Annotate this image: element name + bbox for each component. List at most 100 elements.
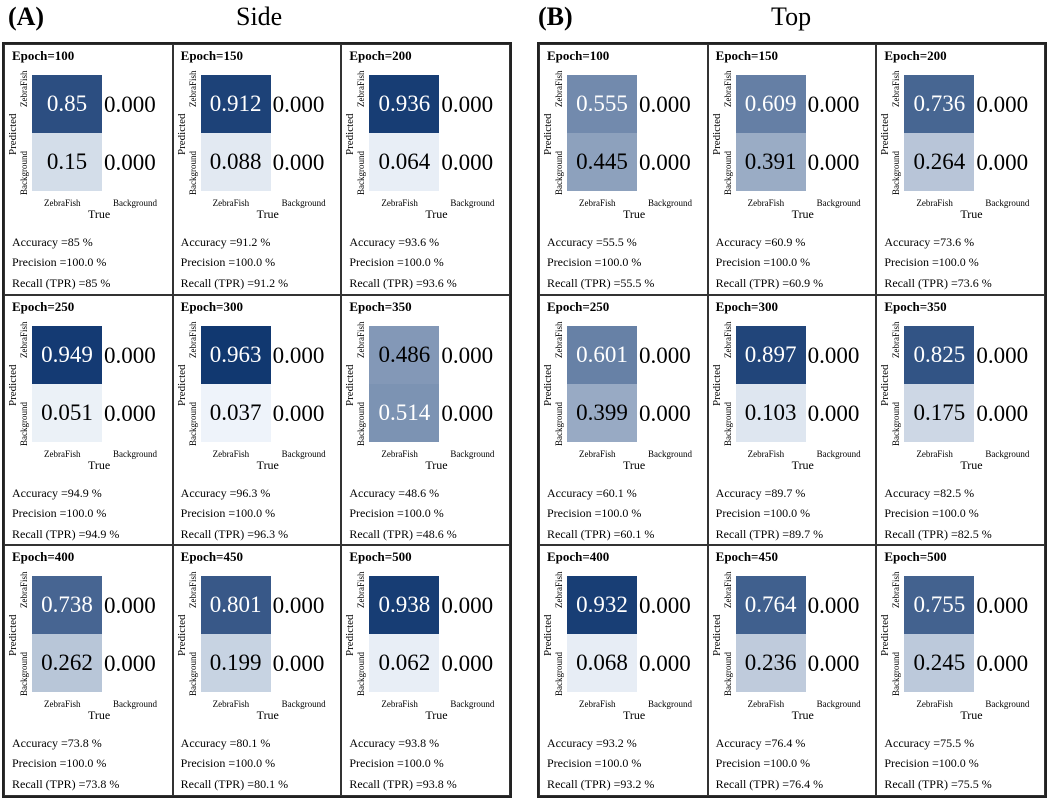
precision-text: Precision =100.0 % <box>180 505 276 520</box>
col-tick-zebrafish: ZebraFish <box>916 448 953 459</box>
epoch-label: Epoch=200 <box>349 48 412 63</box>
true-positive-value: 0.963 <box>200 325 271 384</box>
recall-text: Recall (TPR) =91.2 % <box>180 276 289 290</box>
predicted-axis-label: Predicted <box>542 113 554 155</box>
recall-text: Recall (TPR) =93.2 % <box>547 777 655 792</box>
true-negative-value: 0.000 <box>976 651 1029 677</box>
confusion-matrix-cell: Epoch=300 Predicted ZebraFish Background 0.8… <box>707 294 877 546</box>
false-positive-value: 0.000 <box>976 92 1029 117</box>
precision-text: Precision =100.0 % <box>715 756 811 771</box>
top-matrix-grid: Epoch=100 Predicted ZebraFish Background 0.5… <box>537 42 1047 798</box>
true-negative-value: 0.000 <box>272 651 325 677</box>
epoch-label: Epoch=350 <box>349 298 412 314</box>
epoch-label: Epoch=100 <box>12 48 75 63</box>
false-positive-value: 0.000 <box>976 342 1029 368</box>
col-tick-zebrafish: ZebraFish <box>747 198 785 208</box>
epoch-label: Epoch=500 <box>349 549 412 565</box>
true-negative-value: 0.000 <box>807 400 860 426</box>
side-matrix-grid: Epoch=100 Predicted ZebraFish Background 0.8… <box>2 42 512 798</box>
precision-text: Precision =100.0 % <box>180 255 276 269</box>
row-tick-background: Background <box>891 151 902 195</box>
col-tick-zebrafish: ZebraFish <box>381 198 418 208</box>
accuracy-text: Accuracy =76.4 % <box>715 736 806 751</box>
confusion-matrix-cell: Epoch=400 Predicted ZebraFish Background 0.9… <box>539 545 708 796</box>
accuracy-text: Accuracy =75.5 % <box>884 736 975 751</box>
predicted-axis-label: Predicted <box>7 364 19 406</box>
col-tick-zebrafish: ZebraFish <box>212 448 250 459</box>
row-tick-zebrafish: ZebraFish <box>554 571 564 609</box>
true-positive-value: 0.912 <box>200 75 271 133</box>
row-tick-zebrafish: ZebraFish <box>187 70 198 108</box>
row-tick-zebrafish: ZebraFish <box>554 70 564 108</box>
true-axis-label: True <box>960 207 983 221</box>
true-negative-value: 0.000 <box>807 150 860 175</box>
row-tick-zebrafish: ZebraFish <box>19 321 29 358</box>
panel-title-top: Top <box>771 2 812 31</box>
false-negative-value: 0.15 <box>32 133 102 191</box>
true-negative-value: 0.000 <box>441 651 494 677</box>
col-tick-zebrafish: ZebraFish <box>44 198 81 208</box>
recall-text: Recall (TPR) =55.5 % <box>547 276 655 290</box>
row-tick-background: Background <box>891 401 902 446</box>
false-negative-value: 0.236 <box>735 634 806 693</box>
false-negative-value: 0.264 <box>904 133 975 191</box>
confusion-matrix-cell: Epoch=200 Predicted ZebraFish Background 0.7… <box>876 44 1045 295</box>
predicted-axis-label: Predicted <box>175 113 188 155</box>
epoch-label: Epoch=500 <box>884 549 947 565</box>
row-tick-background: Background <box>19 652 29 697</box>
precision-text: Precision =100.0 % <box>349 255 444 269</box>
recall-text: Recall (TPR) =48.6 % <box>349 526 457 541</box>
col-tick-zebrafish: ZebraFish <box>916 699 953 710</box>
recall-text: Recall (TPR) =93.8 % <box>349 777 457 792</box>
false-negative-value: 0.068 <box>567 634 637 693</box>
precision-text: Precision =100.0 % <box>884 756 979 771</box>
true-negative-value: 0.000 <box>639 400 691 426</box>
true-positive-value: 0.949 <box>32 325 102 384</box>
precision-text: Precision =100.0 % <box>180 756 276 771</box>
precision-text: Precision =100.0 % <box>349 756 444 771</box>
predicted-axis-label: Predicted <box>879 364 892 406</box>
accuracy-text: Accuracy =73.6 % <box>884 235 975 249</box>
accuracy-text: Accuracy =55.5 % <box>547 235 637 249</box>
row-tick-background: Background <box>554 151 564 195</box>
col-tick-zebrafish: ZebraFish <box>747 699 785 710</box>
predicted-axis-label: Predicted <box>542 364 554 406</box>
row-tick-zebrafish: ZebraFish <box>722 70 733 108</box>
recall-text: Recall (TPR) =73.6 % <box>884 276 992 290</box>
epoch-label: Epoch=400 <box>12 549 75 565</box>
false-negative-value: 0.175 <box>904 383 975 442</box>
row-tick-background: Background <box>356 401 367 446</box>
col-tick-zebrafish: ZebraFish <box>747 448 785 459</box>
true-positive-value: 0.555 <box>567 75 637 133</box>
precision-text: Precision =100.0 % <box>12 255 107 269</box>
accuracy-text: Accuracy =60.1 % <box>547 485 637 500</box>
predicted-axis-label: Predicted <box>344 364 357 406</box>
epoch-label: Epoch=200 <box>884 48 947 63</box>
epoch-label: Epoch=100 <box>547 48 610 63</box>
true-positive-value: 0.932 <box>567 576 637 635</box>
row-tick-background: Background <box>891 652 902 697</box>
true-negative-value: 0.000 <box>104 651 156 677</box>
true-negative-value: 0.000 <box>639 150 691 175</box>
false-negative-value: 0.062 <box>369 634 440 693</box>
confusion-matrix-cell: Epoch=500 Predicted ZebraFish Background 0.7… <box>876 545 1045 796</box>
col-tick-background: Background <box>985 448 1030 459</box>
accuracy-text: Accuracy =91.2 % <box>180 235 271 249</box>
true-axis-label: True <box>960 457 983 472</box>
recall-text: Recall (TPR) =89.7 % <box>715 526 824 541</box>
true-positive-value: 0.755 <box>904 576 975 635</box>
true-positive-value: 0.801 <box>200 576 271 635</box>
row-tick-zebrafish: ZebraFish <box>891 571 902 609</box>
epoch-label: Epoch=250 <box>547 298 610 314</box>
row-tick-background: Background <box>722 652 733 697</box>
precision-text: Precision =100.0 % <box>715 255 811 269</box>
recall-text: Recall (TPR) =80.1 % <box>180 777 289 792</box>
false-negative-value: 0.199 <box>200 634 271 693</box>
true-positive-value: 0.85 <box>32 75 102 133</box>
epoch-label: Epoch=350 <box>884 298 947 314</box>
predicted-axis-label: Predicted <box>879 614 892 657</box>
false-positive-value: 0.000 <box>807 92 860 117</box>
true-negative-value: 0.000 <box>976 400 1029 426</box>
row-tick-background: Background <box>19 401 29 446</box>
col-tick-background: Background <box>281 699 326 710</box>
